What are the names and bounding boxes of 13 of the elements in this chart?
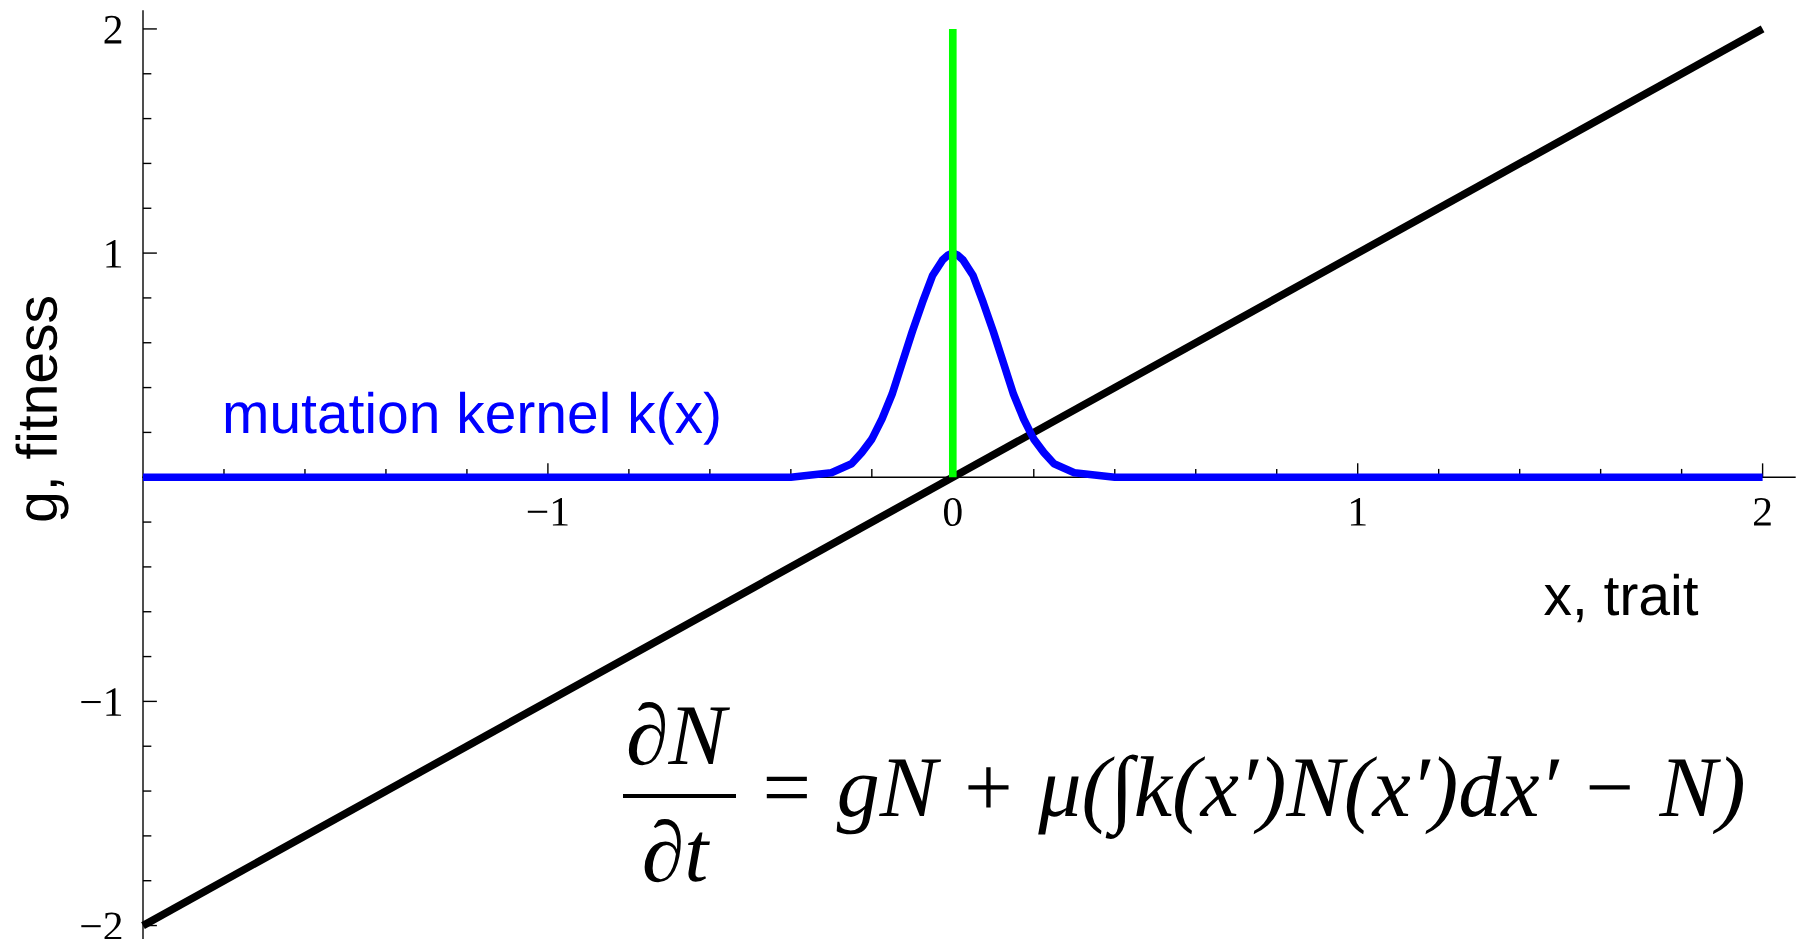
x-tick-label: −1 <box>527 498 568 526</box>
y-tick-label: 1 <box>106 240 122 268</box>
y-tick-label: −1 <box>81 688 122 716</box>
x-tick-label: 0 <box>943 497 962 527</box>
y-tick-label: 2 <box>104 15 122 44</box>
y-axis-title: g, fitness <box>15 297 69 521</box>
annotation: ∂t <box>644 818 710 883</box>
annotation: ∂N <box>628 701 730 766</box>
annotation: = gN + μ(∫k(x′)N(x′)dx′ − N) <box>766 754 1743 840</box>
x-tick-label: 1 <box>1350 498 1366 526</box>
x-tick-label: 2 <box>1754 498 1771 526</box>
series-label: mutation kernel k(x) <box>225 391 719 445</box>
x-axis-title: x, trait <box>1544 573 1699 623</box>
